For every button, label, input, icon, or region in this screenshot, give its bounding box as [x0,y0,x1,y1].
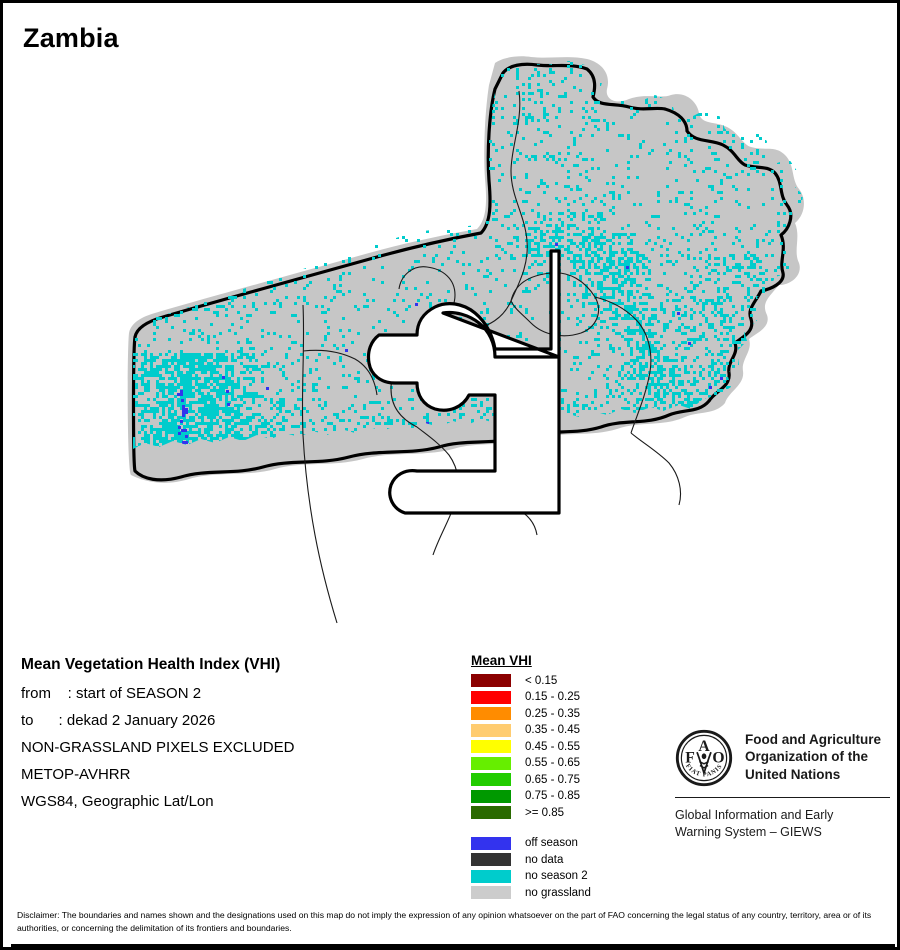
legend-class-row: 0.55 - 0.65 [471,756,656,771]
legend-special-label: no grassland [525,886,591,899]
legend-class-list: < 0.15 0.15 - 0.25 0.25 - 0.35 0.35 - 0.45 0… [471,673,656,820]
fao-branding: F A O FIAT PANIS Food and Agriculture Or… [675,729,890,840]
legend-class-swatch [471,789,511,803]
legend-class-label: < 0.15 [525,674,558,687]
province-border-east [594,296,652,434]
legend-class-label: 0.35 - 0.45 [525,724,580,736]
legend-class-swatch [471,690,511,704]
giews-line-2: Warning System – GIEWS [675,824,822,839]
legend-special-row: off season [471,836,656,851]
legend-special-swatch [471,886,511,899]
legend-class-swatch [471,756,511,770]
fao-divider [675,797,890,798]
disclaimer-divider [11,944,895,947]
legend-title: Mean VHI [471,653,532,668]
drc-pedicle-notch [366,249,561,515]
legend-class-row: 0.65 - 0.75 [471,772,656,787]
disclaimer-text: Disclaimer: The boundaries and names sho… [17,910,872,933]
legend-class-row: 0.35 - 0.45 [471,723,656,738]
legend-special-list: off season no data no season 2 no grassland [471,836,656,901]
legend-special-row: no grassland [471,885,656,900]
legend-class-swatch [471,740,511,753]
legend-class-label: >= 0.85 [525,806,565,819]
legend-special-swatch [471,836,511,850]
svg-text:F: F [685,750,695,767]
map-legend: Mean VHI < 0.15 0.15 - 0.25 0.25 - 0.35 0.3… [471,653,656,902]
caption-projection: WGS84, Geographic Lat/Lon [21,793,214,810]
legend-class-swatch [471,806,511,819]
giews-system-name: Global Information and Early Warning Sys… [675,807,890,840]
map-canvas[interactable] [3,51,897,651]
legend-class-row: 0.25 - 0.35 [471,706,656,721]
legend-class-row: 0.15 - 0.25 [471,690,656,705]
legend-special-row: no season 2 [471,869,656,884]
svg-text:A: A [698,738,710,755]
legend-special-label: no season 2 [525,870,588,882]
fao-organization-name: Food and Agriculture Organization of the… [745,729,881,783]
province-border-west [301,304,338,624]
caption-from: from : start of SEASON 2 [21,685,202,702]
legend-class-swatch [471,773,511,786]
fao-org-line-3: United Nations [745,766,841,782]
province-border-muchinga [630,432,682,506]
legend-special-row: no data [471,852,656,867]
map-caption: Mean Vegetation Health Index (VHI) from … [21,656,451,820]
pedicle-shape [366,249,561,515]
legend-special-label: off season [525,837,578,849]
legend-class-swatch [471,674,511,687]
fao-org-line-2: Organization of the [745,749,868,765]
fao-org-line-1: Food and Agriculture [745,732,881,747]
caption-sensor: METOP-AVHRR [21,766,131,783]
legend-special-swatch [471,869,511,883]
legend-class-row: 0.75 - 0.85 [471,789,656,804]
province-border-northwest [302,349,378,396]
legend-class-label: 0.45 - 0.55 [525,740,580,753]
fao-logo-icon: F A O FIAT PANIS [675,729,733,787]
legend-class-label: 0.25 - 0.35 [525,707,580,720]
legend-class-label: 0.65 - 0.75 [525,773,580,786]
legend-class-swatch [471,707,511,720]
legend-class-swatch [471,723,511,737]
legend-class-row: < 0.15 [471,673,656,688]
caption-heading: Mean Vegetation Health Index (VHI) [21,656,281,673]
province-border-luapula [510,272,599,337]
province-border-north [472,90,528,332]
page-title: Zambia [23,23,119,53]
giews-line-1: Global Information and Early [675,808,834,822]
legend-class-row: 0.45 - 0.55 [471,739,656,754]
caption-to: to : dekad 2 January 2026 [21,712,216,729]
caption-pixel-note: NON-GRASSLAND PIXELS EXCLUDED [21,739,295,756]
legend-class-label: 0.75 - 0.85 [525,790,580,802]
legend-class-label: 0.15 - 0.25 [525,691,580,703]
legend-spacer [471,822,656,836]
legend-class-label: 0.55 - 0.65 [525,757,580,769]
legend-special-swatch [471,853,511,866]
legend-class-row: >= 0.85 [471,805,656,820]
svg-text:O: O [712,750,724,767]
legend-special-label: no data [525,853,564,866]
zambia-vhi-map[interactable] [3,51,897,651]
